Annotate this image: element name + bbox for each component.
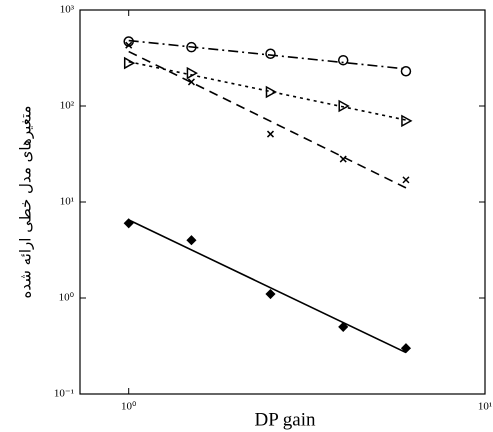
plot-frame [79,9,486,395]
y-tick-label: 10⁰ [59,292,75,304]
marker [401,114,413,128]
y-tick-label: 10² [60,100,75,112]
y-tick-label: 10³ [60,4,75,16]
x-tick-label: 10¹ [478,401,492,413]
marker [265,288,276,300]
fit-line [128,50,407,189]
y-tick-label: 10⁻¹ [54,388,74,400]
marker [338,99,350,113]
marker [265,85,278,99]
marker [187,78,195,86]
x-tick-label: 10⁰ [121,401,137,413]
marker [186,41,197,53]
marker [338,321,349,332]
marker [123,218,134,229]
marker [123,56,136,70]
marker [339,155,347,163]
marker [337,54,349,66]
marker [400,66,412,77]
fit-line [128,39,407,70]
marker [402,176,410,184]
marker [266,130,275,138]
y-axis-title: متغیرهای مدل خطی ارائه شده [17,106,35,299]
marker [125,41,133,49]
x-axis-title: DP gain [254,409,316,430]
marker [186,66,198,80]
fit-line [128,60,407,121]
marker [186,235,197,246]
fit-line [128,219,407,354]
marker [265,48,276,60]
y-tick-label: 10¹ [60,196,74,208]
marker [400,343,412,354]
